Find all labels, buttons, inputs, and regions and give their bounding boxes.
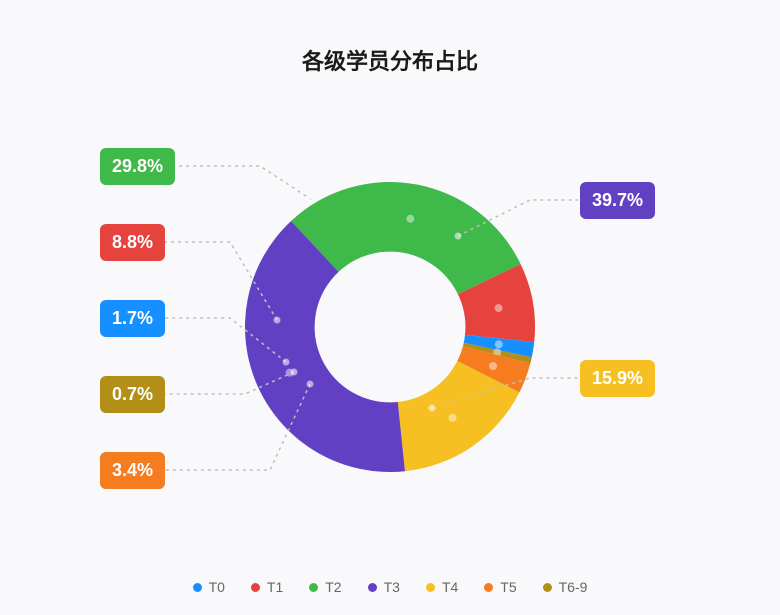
chart-area: 29.8% 8.8% 1.7% 0.7% 3.4% 15.9% 39.7% <box>0 130 780 530</box>
legend-item-t1[interactable]: T1 <box>251 579 283 595</box>
slice-marker-t0 <box>495 340 503 348</box>
value-label-t0: 1.7% <box>100 300 165 337</box>
legend-label: T1 <box>267 579 283 595</box>
slice-marker-t1 <box>495 304 503 312</box>
legend-item-t3[interactable]: T3 <box>368 579 400 595</box>
legend: T0 T1 T2 T3 T4 T5 T6-9 <box>0 579 780 595</box>
value-label-t5: 3.4% <box>100 452 165 489</box>
slice-marker-t3 <box>286 369 294 377</box>
slice-t3 <box>245 221 405 472</box>
legend-label: T3 <box>384 579 400 595</box>
value-label-t2: 29.8% <box>100 148 175 185</box>
legend-label: T6-9 <box>559 579 588 595</box>
legend-item-t5[interactable]: T5 <box>484 579 516 595</box>
legend-dot-t4 <box>426 583 435 592</box>
legend-item-t6-9[interactable]: T6-9 <box>543 579 588 595</box>
legend-label: T5 <box>500 579 516 595</box>
legend-label: T0 <box>209 579 225 595</box>
legend-dot-t0 <box>193 583 202 592</box>
legend-item-t0[interactable]: T0 <box>193 579 225 595</box>
slice-marker-t5 <box>489 362 497 370</box>
legend-item-t4[interactable]: T4 <box>426 579 458 595</box>
legend-label: T4 <box>442 579 458 595</box>
chart-title: 各级学员分布占比 <box>0 44 780 76</box>
value-label-t1: 8.8% <box>100 224 165 261</box>
legend-label: T2 <box>325 579 341 595</box>
value-label-t6-9: 0.7% <box>100 376 165 413</box>
legend-dot-t3 <box>368 583 377 592</box>
legend-dot-t2 <box>309 583 318 592</box>
value-label-t3: 39.7% <box>580 182 655 219</box>
slice-marker-t2 <box>406 215 414 223</box>
donut-chart <box>245 182 535 472</box>
legend-dot-t1 <box>251 583 260 592</box>
legend-item-t2[interactable]: T2 <box>309 579 341 595</box>
value-label-t4: 15.9% <box>580 360 655 397</box>
slice-marker-t4 <box>448 414 456 422</box>
legend-dot-t5 <box>484 583 493 592</box>
legend-dot-t6-9 <box>543 583 552 592</box>
